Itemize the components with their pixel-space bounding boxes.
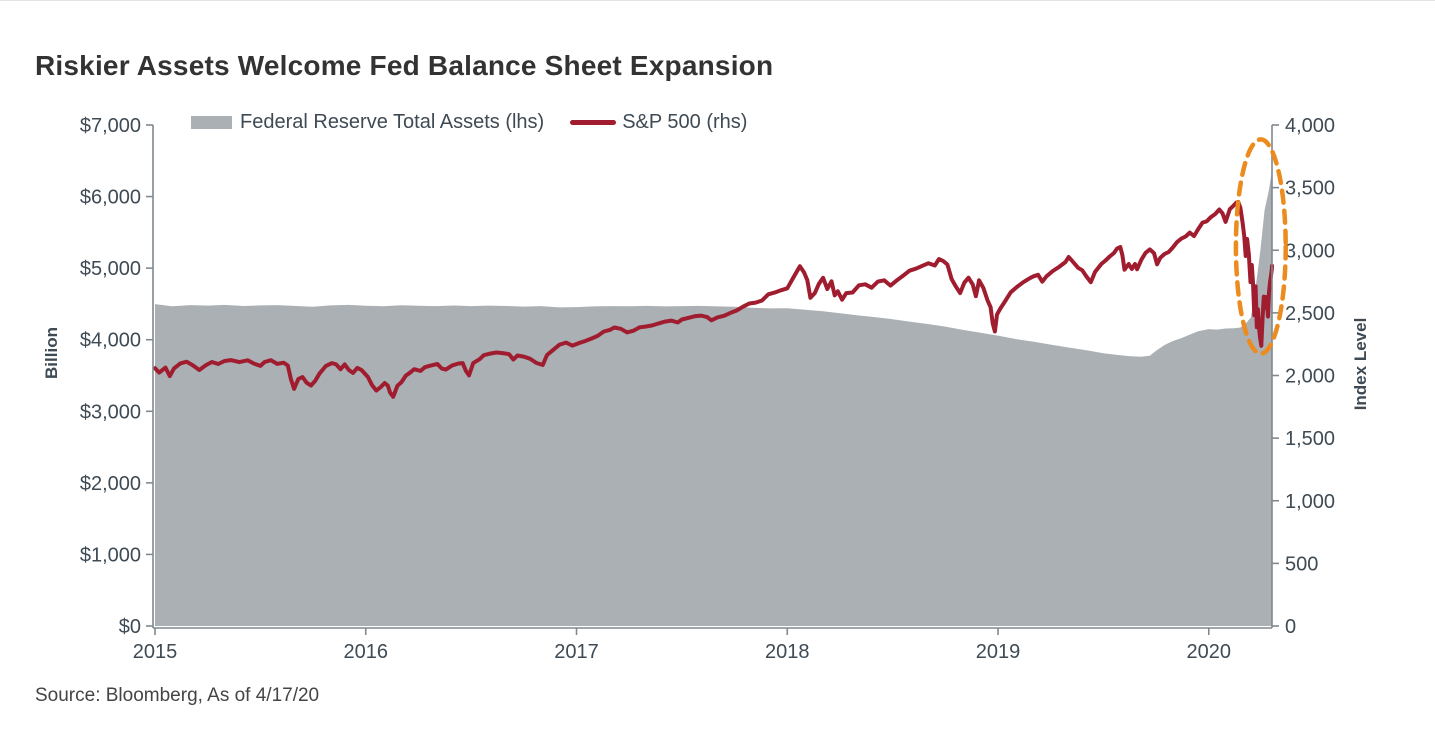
x-axis-tick-label: 2015 [133, 641, 178, 663]
highlight-ellipse [1233, 137, 1288, 356]
x-axis-tick-label: 2017 [554, 641, 599, 663]
right-axis-tick-label: 4,000 [1285, 115, 1335, 137]
left-axis-tick-label: $7,000 [80, 115, 141, 137]
sp500-line [153, 199, 1274, 399]
fed-assets-area [155, 170, 1272, 626]
right-axis-tick-label: 1,500 [1285, 428, 1335, 450]
left-axis-tick-label: $3,000 [80, 401, 141, 423]
right-axis-tick-label: 1,000 [1285, 491, 1335, 513]
x-axis-tick-label: 2019 [976, 641, 1021, 663]
left-axis-tick-label: $0 [119, 616, 141, 638]
right-axis-tick-label: 3,500 [1285, 178, 1335, 200]
chart-legend: Federal Reserve Total Assets (lhs) S&P 5… [191, 111, 747, 134]
left-axis-tick-label: $5,000 [80, 258, 141, 280]
x-axis-tick-label: 2020 [1187, 641, 1232, 663]
right-axis-tick-label: 2,000 [1285, 366, 1335, 388]
right-axis-tick-label: 0 [1285, 616, 1296, 638]
line-swatch-icon [570, 120, 617, 125]
left-axis-tick-label: $4,000 [80, 330, 141, 352]
source-note: Source: Bloomberg, As of 4/17/20 [35, 685, 320, 706]
legend-item-fed-assets: Federal Reserve Total Assets (lhs) [191, 111, 544, 134]
area-swatch-icon [191, 116, 232, 129]
legend-label-fed-assets: Federal Reserve Total Assets (lhs) [240, 111, 545, 133]
left-axis-tick-label: $2,000 [80, 473, 141, 495]
legend-label-sp500: S&P 500 (rhs) [622, 111, 748, 133]
x-axis-tick-label: 2016 [344, 641, 389, 663]
right-axis-tick-label: 2,500 [1285, 303, 1335, 325]
right-axis-tick-label: 500 [1285, 553, 1318, 575]
legend-item-sp500: S&P 500 (rhs) [570, 111, 747, 134]
left-axis-tick-label: $6,000 [80, 187, 141, 209]
x-axis-tick-label: 2018 [765, 641, 810, 663]
page-title: Riskier Assets Welcome Fed Balance Sheet… [35, 49, 774, 81]
right-axis-tick-label: 3,000 [1285, 240, 1335, 262]
left-axis-tick-label: $1,000 [80, 544, 141, 566]
